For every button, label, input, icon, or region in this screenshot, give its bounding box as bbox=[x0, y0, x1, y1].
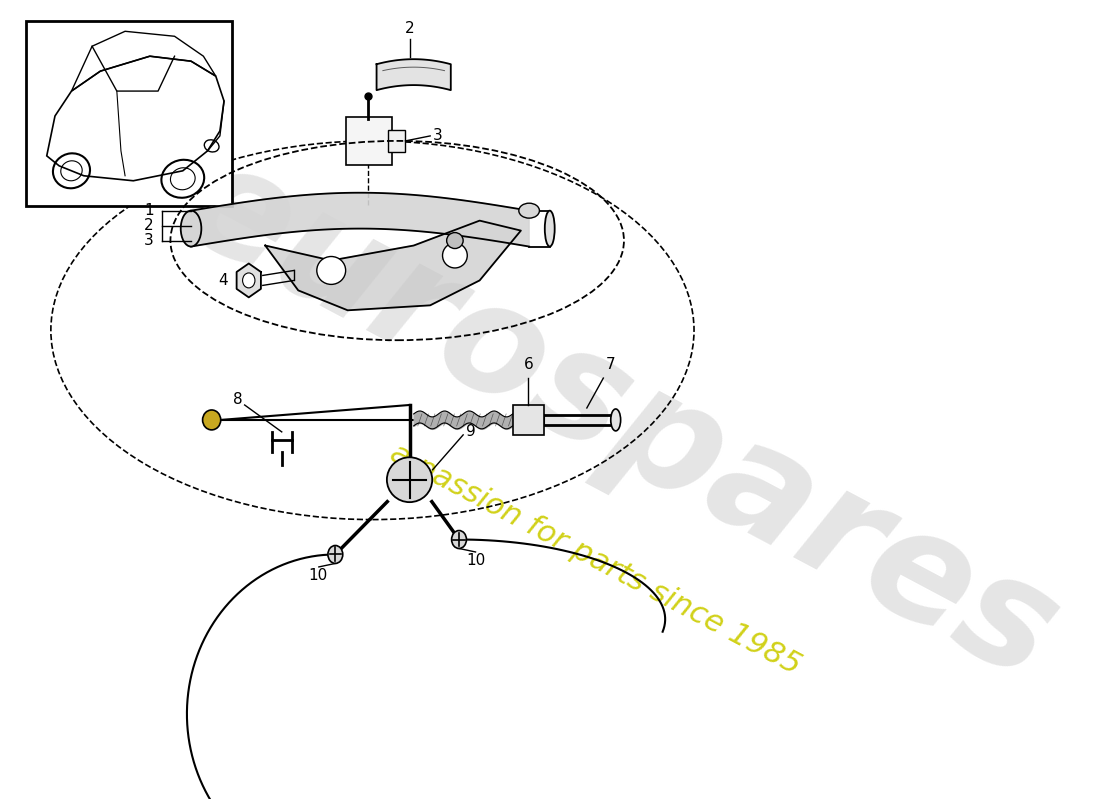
Ellipse shape bbox=[202, 410, 221, 430]
Text: 2: 2 bbox=[144, 218, 154, 233]
Ellipse shape bbox=[180, 210, 201, 246]
Text: 10: 10 bbox=[466, 554, 486, 568]
Text: 4: 4 bbox=[219, 273, 228, 288]
Ellipse shape bbox=[328, 546, 343, 563]
Text: 10: 10 bbox=[308, 568, 328, 583]
Polygon shape bbox=[191, 193, 529, 246]
Text: 8: 8 bbox=[232, 393, 242, 407]
Bar bbox=[513, 405, 544, 435]
Text: 7: 7 bbox=[606, 357, 615, 372]
Ellipse shape bbox=[447, 233, 463, 249]
Text: 6: 6 bbox=[524, 357, 534, 372]
Polygon shape bbox=[265, 221, 521, 310]
Text: 9: 9 bbox=[465, 424, 475, 439]
Ellipse shape bbox=[442, 243, 468, 268]
Ellipse shape bbox=[610, 409, 620, 431]
FancyBboxPatch shape bbox=[388, 130, 405, 152]
Ellipse shape bbox=[317, 257, 345, 285]
Text: a passion for parts since 1985: a passion for parts since 1985 bbox=[385, 438, 805, 681]
FancyBboxPatch shape bbox=[346, 117, 393, 165]
Polygon shape bbox=[376, 59, 451, 90]
Text: 2: 2 bbox=[405, 22, 415, 36]
Text: eurospares: eurospares bbox=[158, 127, 1081, 713]
Text: 3: 3 bbox=[144, 233, 154, 248]
Polygon shape bbox=[236, 263, 261, 298]
Ellipse shape bbox=[544, 210, 554, 246]
Ellipse shape bbox=[243, 273, 255, 288]
Bar bbox=[26, 22, 232, 206]
Text: 1: 1 bbox=[144, 203, 154, 218]
Ellipse shape bbox=[452, 530, 466, 549]
Ellipse shape bbox=[387, 458, 432, 502]
Ellipse shape bbox=[519, 203, 539, 218]
Text: 3: 3 bbox=[432, 129, 442, 143]
